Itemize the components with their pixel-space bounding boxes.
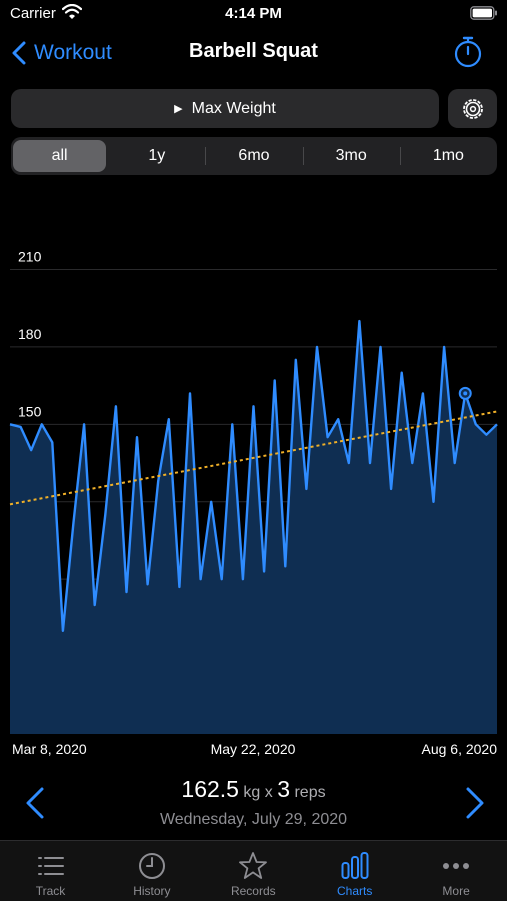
chevron-left-icon xyxy=(12,41,26,65)
metric-selector-button[interactable]: ▶ Max Weight xyxy=(11,89,439,128)
segment-divider xyxy=(302,147,304,165)
back-button[interactable]: Workout xyxy=(12,38,112,68)
tab-more[interactable]: More xyxy=(406,841,507,901)
clock-icon xyxy=(138,853,165,879)
readout-reps: 3 xyxy=(277,776,291,802)
star-icon xyxy=(239,852,268,879)
back-button-label: Workout xyxy=(34,41,112,64)
selected-point-dot xyxy=(463,391,468,396)
gear-icon xyxy=(462,98,483,119)
range-tab-all[interactable]: all xyxy=(13,140,107,172)
ellipsis-icon xyxy=(443,863,470,869)
play-icon: ▶ xyxy=(174,103,183,115)
selected-point-readout: 162.5 kg x 3 reps xyxy=(0,776,507,803)
y-tick-label: 210 xyxy=(18,249,42,265)
carrier-label: Carrier xyxy=(10,5,56,22)
chart-settings-button[interactable] xyxy=(448,89,497,128)
tab-records[interactable]: Records xyxy=(203,841,304,901)
range-tab-6mo[interactable]: 6mo xyxy=(238,147,270,164)
chevron-right-icon xyxy=(466,787,484,819)
trend-line xyxy=(9,410,498,506)
tab-label: More xyxy=(442,884,470,898)
status-time: 4:14 PM xyxy=(225,5,282,22)
range-segmented-control: all 1y 6mo 3mo 1mo xyxy=(11,137,497,175)
tab-label: History xyxy=(133,884,171,898)
bar-chart-icon xyxy=(341,852,369,879)
readout-reps-unit: reps xyxy=(294,784,326,801)
readout-weight: 162.5 xyxy=(181,776,239,802)
previous-point-button[interactable] xyxy=(20,783,50,823)
x-tick-label: May 22, 2020 xyxy=(211,741,296,757)
wifi-icon xyxy=(62,4,82,19)
y-tick-label: 150 xyxy=(18,403,42,419)
segment-divider xyxy=(205,147,207,165)
range-tab-3mo[interactable]: 3mo xyxy=(335,147,367,164)
readout-date: Wednesday, July 29, 2020 xyxy=(159,811,348,828)
metric-label: Max Weight xyxy=(191,99,276,117)
list-icon xyxy=(37,857,64,875)
range-tab-1y[interactable]: 1y xyxy=(148,147,166,164)
tab-label: Records xyxy=(230,884,276,898)
tab-charts[interactable]: Charts xyxy=(304,841,405,901)
tab-label: Charts xyxy=(337,884,373,898)
tab-history[interactable]: History xyxy=(101,841,202,901)
chevron-left-icon xyxy=(26,787,44,819)
next-point-button[interactable] xyxy=(460,783,490,823)
tab-label: Track xyxy=(35,884,66,898)
series-area xyxy=(10,321,497,734)
range-tab-1mo[interactable]: 1mo xyxy=(432,147,464,164)
tab-bar: Track History Records Charts More xyxy=(0,840,507,901)
battery-icon xyxy=(470,6,497,20)
y-tick-label: 180 xyxy=(18,326,42,342)
x-tick-label: Aug 6, 2020 xyxy=(421,741,497,757)
readout-weight-unit: kg x xyxy=(243,784,273,801)
series-line xyxy=(9,319,498,632)
segment-divider xyxy=(399,147,401,165)
x-tick-label: Mar 8, 2020 xyxy=(12,741,87,757)
page-title: Barbell Squat xyxy=(189,40,318,62)
stopwatch-icon[interactable] xyxy=(452,35,484,69)
status-bar: Carrier 4:14 PM xyxy=(0,0,507,30)
tab-track[interactable]: Track xyxy=(0,841,101,901)
